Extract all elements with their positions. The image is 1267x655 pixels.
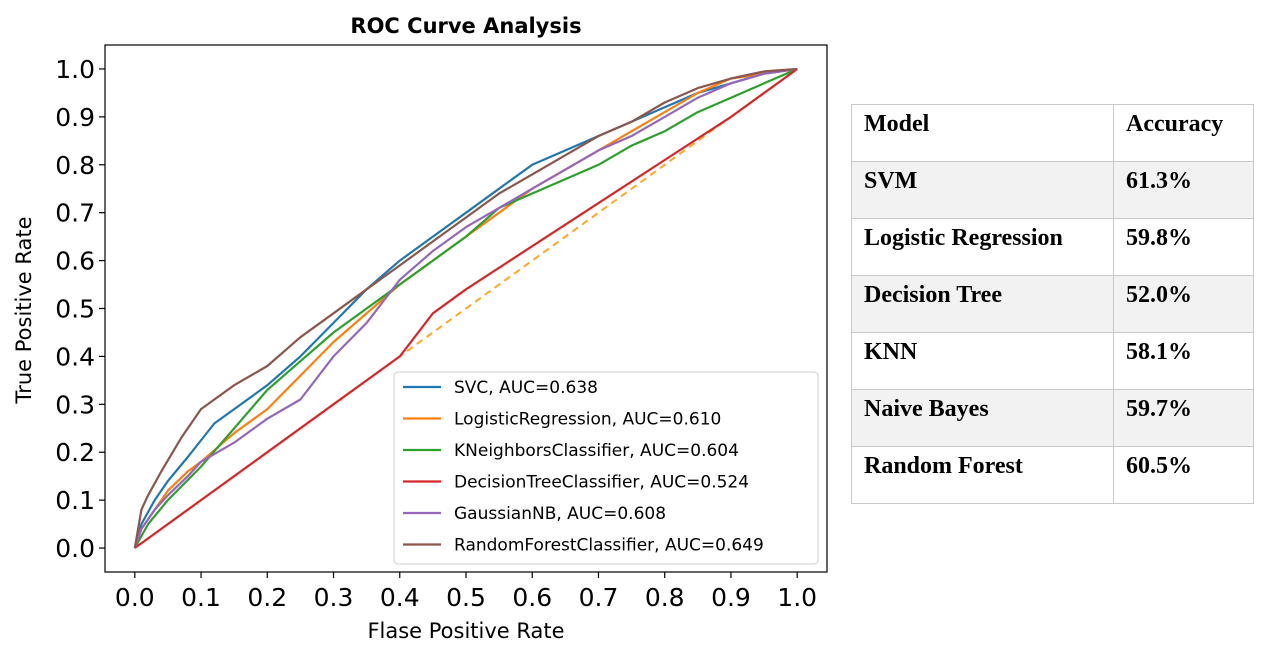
- chart-title: ROC Curve Analysis: [350, 14, 581, 38]
- accuracy-table: Model Accuracy SVM 61.3% Logistic Regres…: [851, 104, 1254, 504]
- table-row: Random Forest 60.5%: [851, 446, 1254, 504]
- y-tick-label: 0.1: [55, 486, 95, 515]
- series-line-5: [133, 67, 798, 549]
- y-tick-label: 0.2: [55, 438, 95, 467]
- model-cell: Logistic Regression: [851, 218, 1114, 276]
- x-tick-label: 0.0: [115, 583, 155, 612]
- x-axis-label: Flase Positive Rate: [367, 619, 564, 643]
- accuracy-cell: 61.3%: [1113, 161, 1254, 219]
- series-line-0: [133, 67, 798, 549]
- y-tick-label: 0.9: [55, 103, 95, 132]
- accuracy-cell: 58.1%: [1113, 332, 1254, 390]
- table-row: KNN 58.1%: [851, 332, 1254, 390]
- y-axis-label: True Positive Rate: [12, 216, 36, 404]
- table-row: Naive Bayes 59.7%: [851, 389, 1254, 447]
- y-tick-label: 0.3: [55, 390, 95, 419]
- model-cell: Decision Tree: [851, 275, 1114, 333]
- x-tick-label: 0.4: [380, 583, 420, 612]
- table-row: SVM 61.3%: [851, 161, 1254, 219]
- y-tick-label: 0.6: [55, 247, 95, 276]
- legend-entry-label: SVC, AUC=0.638: [454, 378, 598, 398]
- x-tick-label: 0.8: [645, 583, 685, 612]
- x-tick-label: 0.3: [314, 583, 354, 612]
- model-cell: Naive Bayes: [851, 389, 1114, 447]
- y-tick-label: 0.0: [55, 534, 95, 563]
- x-tick-label: 1.0: [777, 583, 817, 612]
- header-accuracy: Accuracy: [1113, 104, 1254, 162]
- legend-entry-label: DecisionTreeClassifier, AUC=0.524: [454, 473, 749, 493]
- x-tick-label: 0.6: [512, 583, 552, 612]
- header-model: Model: [851, 104, 1114, 162]
- legend-entry-label: KNeighborsClassifier, AUC=0.604: [454, 441, 739, 461]
- accuracy-cell: 59.8%: [1113, 218, 1254, 276]
- series-line-2: [133, 67, 798, 549]
- y-tick-label: 0.4: [55, 342, 95, 371]
- plot-area: [133, 67, 798, 549]
- model-cell: SVM: [851, 161, 1114, 219]
- legend-entry-label: RandomForestClassifier, AUC=0.649: [454, 536, 764, 556]
- y-tick-label: 1.0: [55, 55, 95, 84]
- x-axis: 0.0 0.1 0.2 0.3 0.4 0.5 0.6 0.7 0.8 0.9 1.0: [115, 572, 817, 612]
- x-tick-label: 0.9: [711, 583, 751, 612]
- model-cell: Random Forest: [851, 446, 1114, 504]
- legend-entry-label: LogisticRegression, AUC=0.610: [454, 410, 721, 430]
- legend: SVC, AUC=0.638 LogisticRegression, AUC=0.…: [393, 371, 819, 565]
- x-tick-label: 0.1: [181, 583, 221, 612]
- series-line-3: [134, 68, 798, 549]
- y-axis: 0.0 0.1 0.2 0.3 0.4 0.5 0.6 0.7 0.8 0.9 1.0: [55, 55, 105, 563]
- accuracy-cell: 60.5%: [1113, 446, 1254, 504]
- legend-box: [393, 371, 819, 565]
- legend-entry-label: GaussianNB, AUC=0.608: [454, 504, 666, 524]
- model-cell: KNN: [851, 332, 1114, 390]
- accuracy-cell: 59.7%: [1113, 389, 1254, 447]
- y-tick-label: 0.8: [55, 151, 95, 180]
- roc-chart: ROC Curve Analysis 0.0 0.1 0.2 0.3 0.4 0.5 0.6…: [12, 14, 828, 643]
- y-tick-label: 0.7: [55, 199, 95, 228]
- series-line-4: [133, 67, 798, 549]
- x-tick-label: 0.7: [579, 583, 619, 612]
- table-row: Logistic Regression 59.8%: [851, 218, 1254, 276]
- y-tick-label: 0.5: [55, 295, 95, 324]
- x-tick-label: 0.5: [446, 583, 486, 612]
- x-tick-label: 0.2: [247, 583, 287, 612]
- table-row: Decision Tree 52.0%: [851, 275, 1254, 333]
- table-header-row: Model Accuracy: [851, 104, 1254, 162]
- accuracy-cell: 52.0%: [1113, 275, 1254, 333]
